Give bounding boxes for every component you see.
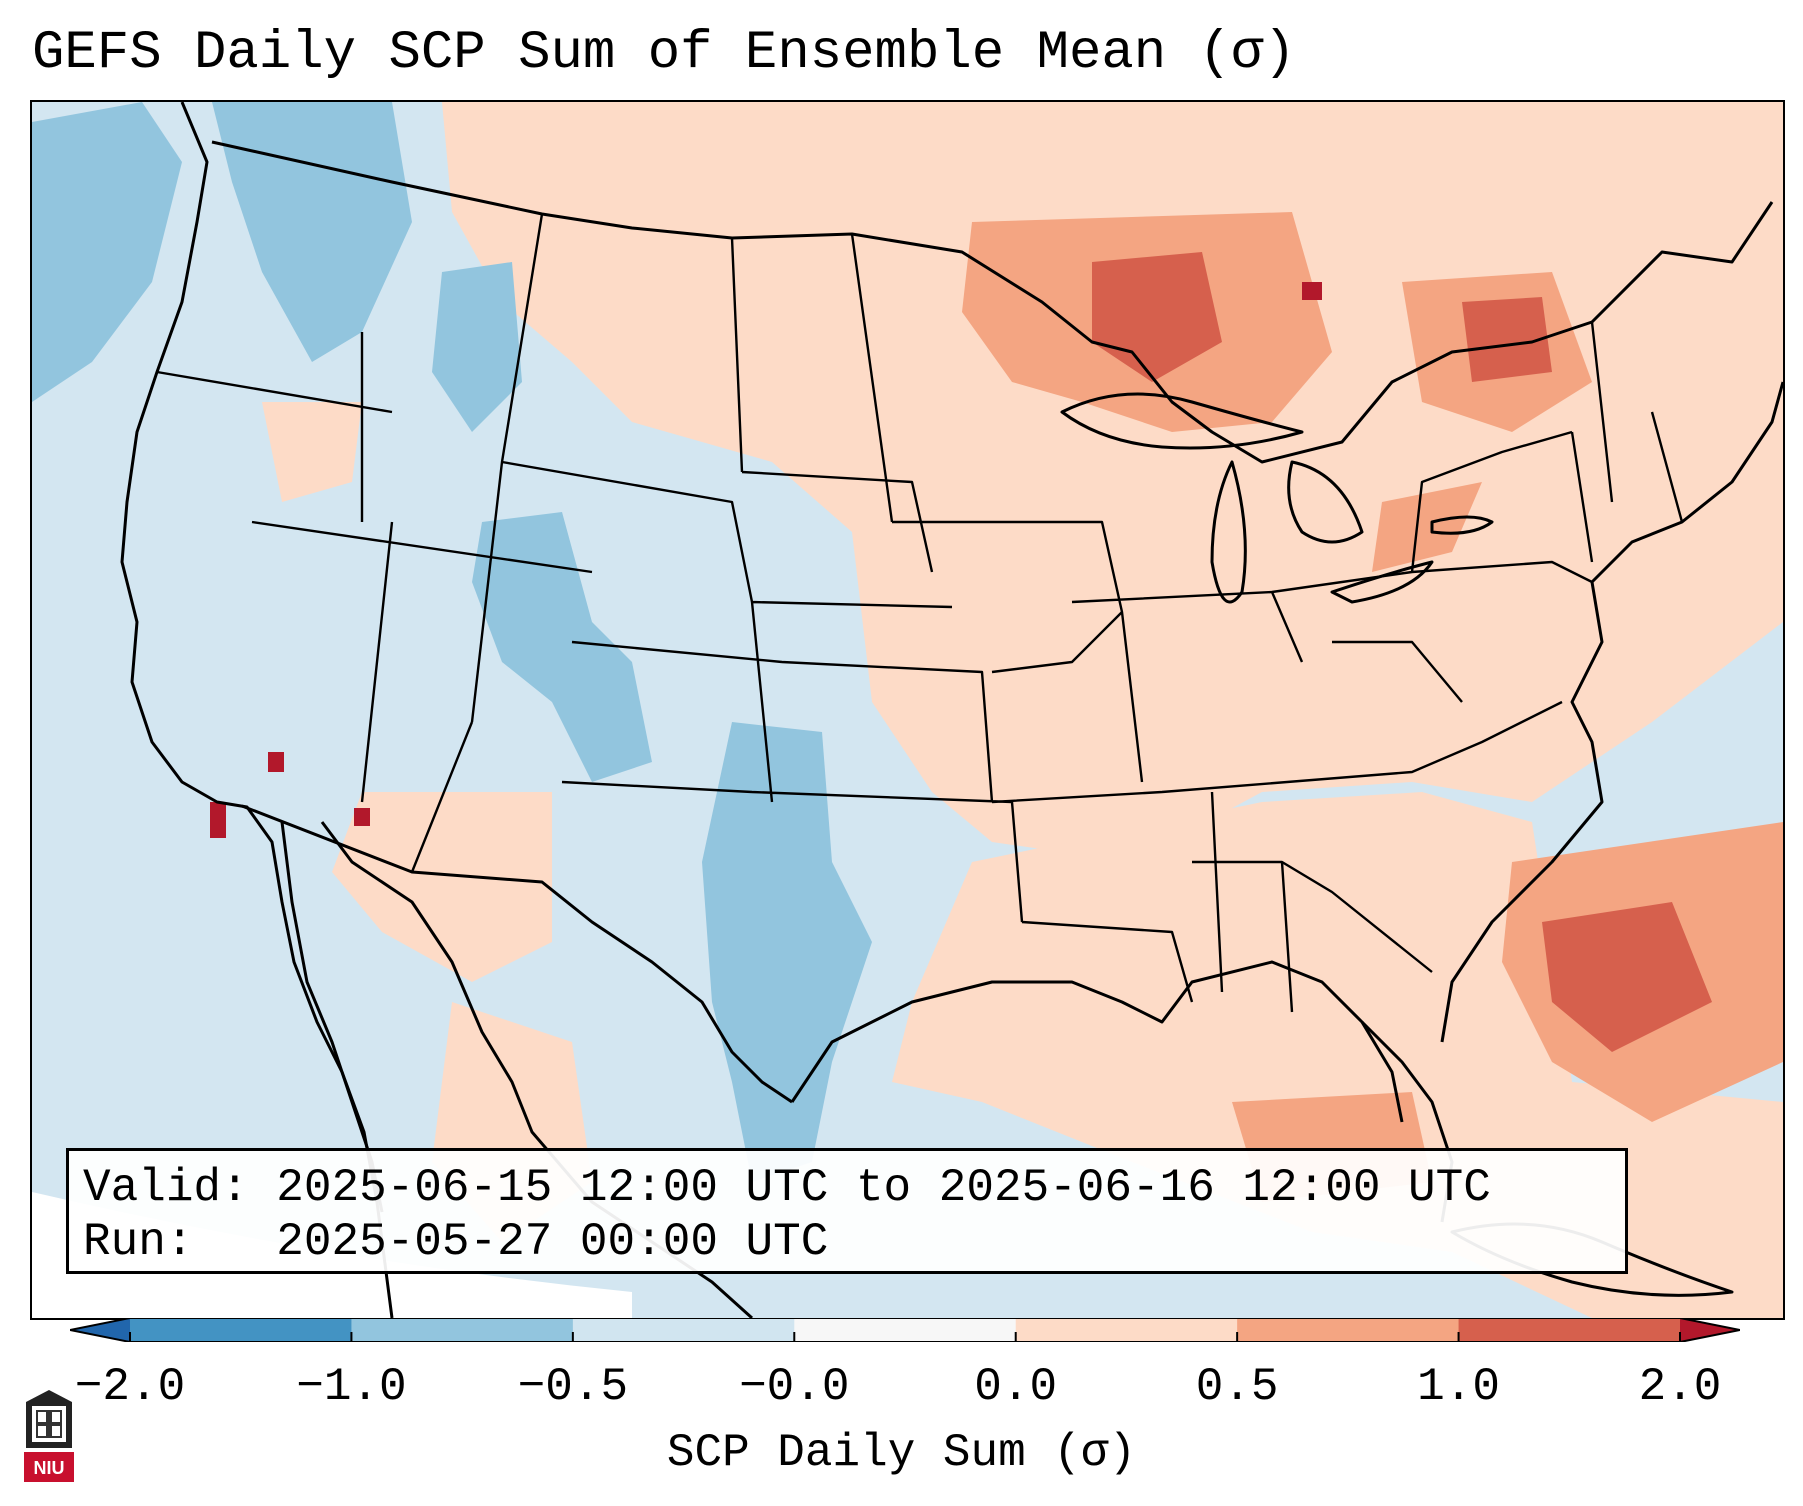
colorbar-segment [130,1318,352,1342]
run-row: Run: 2025-05-27 00:00 UTC [83,1215,1611,1269]
state-lines [156,213,1684,1013]
anomaly-region-atlantic-max [1542,902,1712,1052]
niu-logo: NIU [24,1390,74,1482]
logo-text: NIU [34,1458,65,1478]
anomaly-region-arizona-max [354,808,370,826]
colorbar-segment [572,1318,795,1342]
colorbar-segment [1458,1318,1681,1342]
map-canvas [32,102,1783,1318]
colorbar [70,1318,1740,1342]
anomaly-region-california-max [210,802,226,838]
lake-erie [1330,560,1434,604]
colorbar-segment [794,1318,1017,1342]
colorbar-segment [351,1318,574,1342]
atlantic-coast [1440,381,1783,1043]
us-canada-border [211,140,1774,464]
colorbar-extend-high [1680,1318,1740,1342]
anomaly-region-colorado-utah [472,512,652,782]
colorbar-tick-label: −0.0 [739,1361,850,1413]
us-mexico-border [241,804,793,1104]
coastline-west [120,102,394,1318]
map-panel [30,100,1785,1320]
anomaly-region-quebec-max [1462,297,1552,382]
anomaly-field [32,102,1783,1318]
lake-huron [1287,460,1364,544]
anomaly-region-ontario-max [1302,282,1322,300]
lake-ontario [1430,515,1494,535]
anomaly-region-idaho-montana [432,262,522,432]
colorbar-tick-label: 0.0 [974,1361,1058,1413]
colorbar-segment [1237,1318,1460,1342]
anomaly-region-cascades [212,102,412,362]
colorbar-tick-label: −2.0 [74,1361,186,1413]
boundary-lines [120,102,1783,1318]
valid-label: Valid: [83,1162,249,1214]
colorbar-tick-label: 2.0 [1638,1361,1722,1413]
colorbar-extend-low [70,1318,130,1342]
anomaly-region-socal-max [268,752,284,772]
run-text: 2025-05-27 00:00 UTC [276,1216,829,1268]
valid-text: 2025-06-15 12:00 UTC to 2025-06-16 12:00… [276,1162,1491,1214]
valid-row: Valid: 2025-06-15 12:00 UTC to 2025-06-1… [83,1161,1611,1215]
anomaly-region-pacific-northwest [32,102,182,402]
valid-run-box: Valid: 2025-06-15 12:00 UTC to 2025-06-1… [66,1148,1628,1274]
colorbar-label: SCP Daily Sum (σ) [666,1427,1137,1479]
colorbar-tick-label: −0.5 [517,1361,629,1413]
run-label: Run: [83,1216,194,1268]
anomaly-region-texas-panhandle [702,722,872,1182]
anomaly-region-ontario-lake [1372,482,1482,572]
colorbar-tick-label: 1.0 [1417,1361,1500,1413]
chart-title: GEFS Daily SCP Sum of Ensemble Mean (σ) [32,23,1296,84]
lake-michigan [1210,460,1247,604]
colorbar-tick-label: −1.0 [296,1361,407,1413]
lake-superior [1060,392,1304,450]
anomaly-region-west-coast-patch [262,402,362,502]
colorbar-tick-label: 0.5 [1195,1361,1279,1413]
anomaly-region-southwest-arizona [332,792,552,982]
colorbar-segment [1015,1318,1238,1342]
